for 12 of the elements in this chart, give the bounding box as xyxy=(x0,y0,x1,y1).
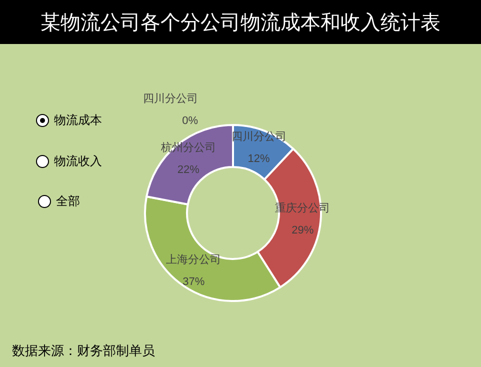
data-label: 37% xyxy=(182,276,205,288)
data-label: 12% xyxy=(248,152,270,165)
data-label: 29% xyxy=(292,224,314,237)
text: 物流成本 xyxy=(54,112,102,129)
chart-title: 某物流公司各个分公司物流成本和收入统计表 xyxy=(0,0,481,44)
data-label: 22% xyxy=(177,164,200,176)
text: 0% xyxy=(182,115,198,127)
text: 物流收入 xyxy=(54,153,102,170)
slice-label: 上海分公司 xyxy=(166,252,222,266)
category-label: 四川分公司 xyxy=(143,93,198,105)
text: 全部 xyxy=(56,193,80,210)
source-note: 数据来源：财务部制单员 xyxy=(12,343,155,360)
